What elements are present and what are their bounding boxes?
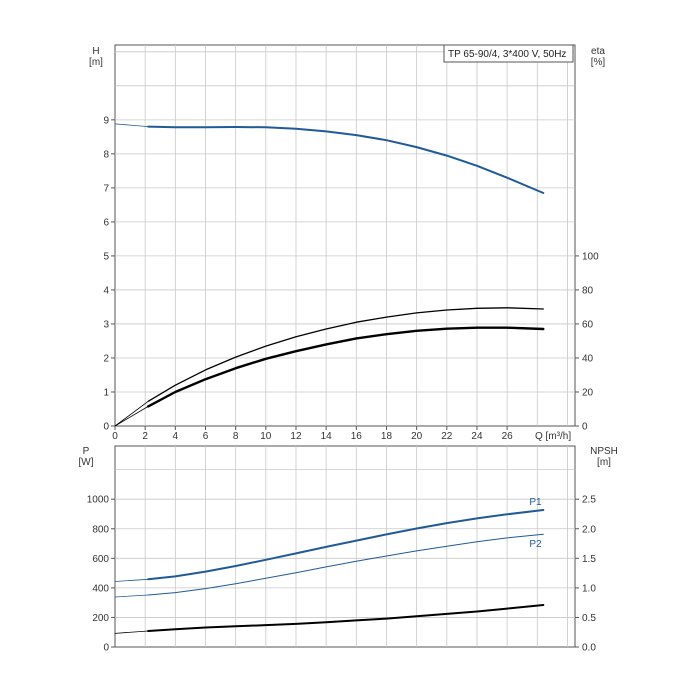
lower-series-4	[147, 604, 545, 632]
upper-left-axis-label-1: H	[92, 46, 99, 57]
x-tick-label: 22	[441, 431, 453, 442]
series-layer: P1 P2	[114, 123, 545, 634]
upper-series-2	[147, 307, 544, 402]
upper-right-tick-label: 60	[582, 319, 594, 330]
lower-left-tick-label: 1000	[87, 495, 110, 506]
upper-series-3	[114, 400, 149, 427]
upper-right-tick-label: 100	[582, 251, 599, 262]
lower-left-axis-label-2: [W]	[79, 457, 94, 468]
lower-right-tick-label: 0.0	[582, 643, 596, 654]
lower-plot-grid	[114, 445, 576, 648]
lower-right-tick-label: 1.0	[582, 583, 596, 594]
upper-right-tick-label: 80	[582, 285, 594, 296]
x-tick-label: 12	[290, 431, 302, 442]
series-label-p2: P2	[529, 539, 542, 550]
x-tick-label: 8	[233, 431, 239, 442]
lower-right-tick-label: 2.5	[582, 495, 596, 506]
upper-right-axis-label-2: [%]	[591, 57, 606, 68]
upper-series-4	[146, 326, 545, 408]
upper-left-tick-label: 2	[103, 353, 109, 364]
lower-left-tick-label: 200	[92, 613, 109, 624]
lower-left-tick-label: 400	[92, 583, 109, 594]
x-axis-label: Q [m³/h]	[535, 431, 571, 442]
lower-right-tick-label: 2.0	[582, 524, 596, 535]
x-tick-label: 6	[203, 431, 209, 442]
upper-right-tick-label: 40	[582, 353, 594, 364]
lower-left-axis-label-1: P	[83, 446, 90, 457]
lower-right-tick-label: 1.5	[582, 554, 596, 565]
x-tick-label: 10	[260, 431, 272, 442]
upper-left-tick-label: 6	[103, 217, 109, 228]
upper-left-tick-label: 1	[103, 387, 109, 398]
upper-frame	[114, 44, 576, 427]
x-tick-label: 16	[351, 431, 363, 442]
x-tick-label: 24	[471, 431, 483, 442]
lower-left-tick-label: 800	[92, 524, 109, 535]
lower-right-tick-label: 0.5	[582, 613, 596, 624]
x-tick-label: 4	[173, 431, 179, 442]
upper-right-tick-label: 0	[582, 422, 588, 433]
lower-series-0	[147, 509, 545, 581]
upper-left-tick-label: 4	[103, 285, 109, 296]
upper-left-tick-label: 7	[103, 183, 109, 194]
lower-series-3	[114, 594, 149, 598]
x-tick-label: 14	[321, 431, 333, 442]
upper-left-tick-label: 3	[103, 319, 109, 330]
upper-right-axis-label-1: eta	[591, 46, 605, 57]
upper-left-tick-label: 0	[103, 422, 109, 433]
x-tick-label: 18	[381, 431, 393, 442]
upper-series-5	[114, 405, 149, 427]
lower-series-1	[114, 578, 149, 582]
x-tick-label: 26	[502, 431, 514, 442]
upper-left-axis-label-2: [m]	[89, 57, 103, 68]
lower-left-tick-label: 0	[103, 643, 109, 654]
x-tick-label: 0	[112, 431, 118, 442]
lower-right-axis-label-2: [m]	[597, 457, 611, 468]
lower-left-tick-label: 600	[92, 554, 109, 565]
x-tick-label: 20	[411, 431, 423, 442]
x-tick-label: 2	[142, 431, 148, 442]
upper-right-tick-label: 20	[582, 387, 594, 398]
upper-series-0	[147, 125, 545, 194]
upper-plot-grid	[114, 44, 576, 427]
legend-title: TP 65-90/4, 3*400 V, 50Hz	[448, 49, 566, 60]
upper-left-tick-label: 5	[103, 251, 109, 262]
legend-box: TP 65-90/4, 3*400 V, 50Hz	[443, 44, 574, 63]
upper-series-1	[114, 123, 149, 127]
upper-left-tick-label: 9	[103, 115, 109, 126]
lower-series-2	[147, 533, 544, 596]
lower-right-axis-label-1: NPSH	[590, 446, 618, 457]
lower-series-5	[114, 630, 149, 634]
series-label-p1: P1	[529, 497, 542, 508]
lower-frame	[114, 445, 576, 648]
upper-left-tick-label: 8	[103, 149, 109, 160]
